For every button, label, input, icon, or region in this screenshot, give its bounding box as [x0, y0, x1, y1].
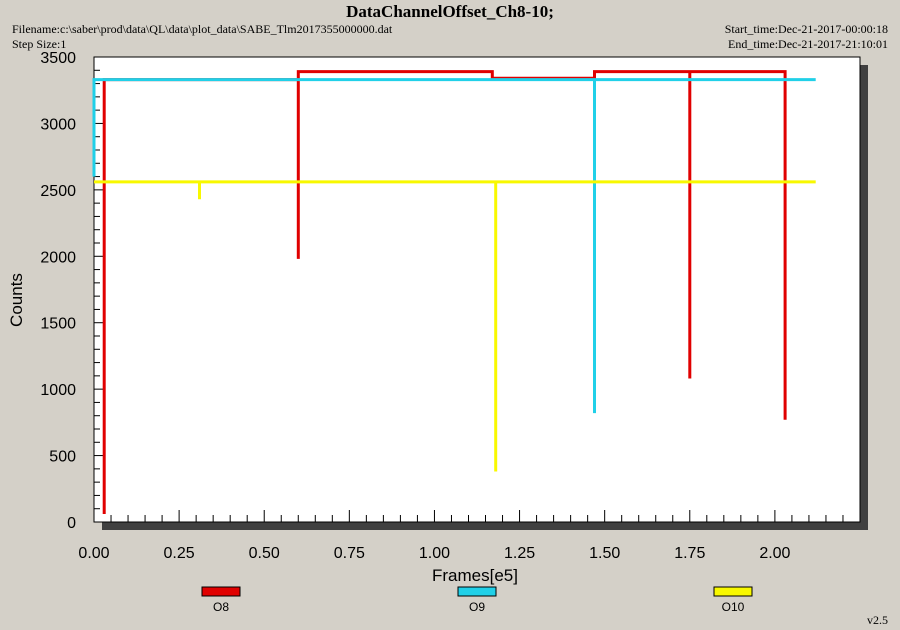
- chart-title: DataChannelOffset_Ch8-10;: [346, 2, 554, 21]
- legend-swatch-o8: [201, 586, 241, 597]
- x-tick-label: 1.50: [589, 545, 620, 562]
- step-size-label: Step Size:1: [12, 37, 67, 51]
- plot-area: [93, 56, 861, 523]
- x-tick-label: 1.00: [419, 545, 450, 562]
- x-tick-label: 0.00: [78, 545, 109, 562]
- y-tick-label: 3500: [40, 50, 76, 67]
- version-label: v2.5: [867, 613, 888, 627]
- y-tick-label: 500: [49, 449, 76, 466]
- x-axis-label: Frames[e5]: [432, 566, 518, 585]
- x-tick-label: 1.75: [674, 545, 705, 562]
- x-tick-label: 1.25: [504, 545, 535, 562]
- x-tick-label: 2.00: [759, 545, 790, 562]
- y-axis-label: Counts: [7, 273, 26, 327]
- legend: O8 O9 O10: [201, 586, 753, 614]
- x-tick-label: 0.25: [164, 545, 195, 562]
- legend-label-o8: O8: [213, 600, 229, 614]
- axis-ticks: [93, 56, 861, 523]
- series-line-o10: [94, 180, 816, 472]
- legend-label-o10: O10: [722, 600, 745, 614]
- y-tick-label: 1000: [40, 382, 76, 399]
- legend-swatch-o10: [713, 586, 753, 597]
- series-group: [92, 70, 816, 514]
- series-line-o9: [92, 78, 816, 414]
- y-tick-label: 3000: [40, 116, 76, 133]
- y-tick-label: 1500: [40, 316, 76, 333]
- x-tick-labels: 0.00 0.25 0.50 0.75 1.00 1.25 1.50 1.75 2.00: [78, 545, 790, 562]
- y-tick-label: 2500: [40, 183, 76, 200]
- x-tick-label: 0.50: [249, 545, 280, 562]
- legend-swatch-o9: [457, 586, 497, 597]
- filename-label: Filename:c:\saber\prod\data\QL\data\plot…: [12, 22, 393, 36]
- end-time-label: End_time:Dec-21-2017-21:10:01: [728, 37, 888, 51]
- y-tick-label: 0: [67, 515, 76, 532]
- legend-label-o9: O9: [469, 600, 485, 614]
- y-tick-labels: 0 500 1000 1500 2000 2500 3000 3500: [40, 50, 76, 532]
- y-tick-label: 2000: [40, 249, 76, 266]
- x-tick-label: 0.75: [334, 545, 365, 562]
- start-time-label: Start_time:Dec-21-2017-00:00:18: [724, 22, 888, 36]
